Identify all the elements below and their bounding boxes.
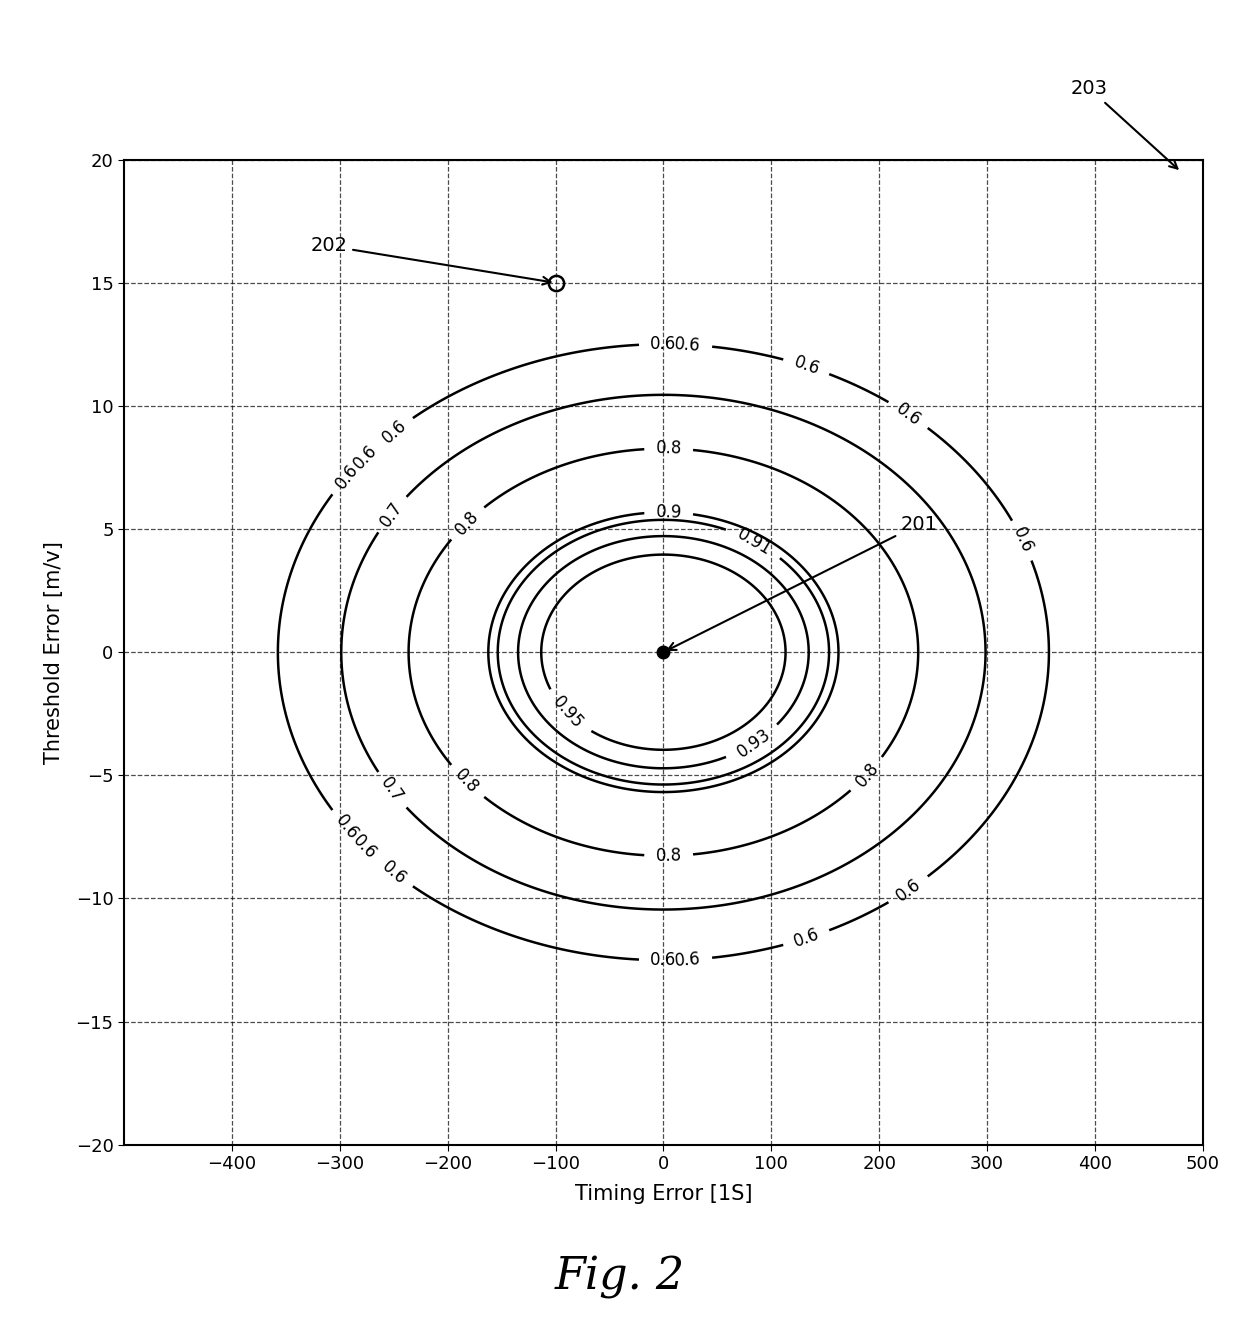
Text: 0.6: 0.6	[378, 417, 409, 447]
Text: 202: 202	[310, 237, 551, 285]
Text: 203: 203	[1071, 79, 1178, 169]
Text: 0.8: 0.8	[656, 847, 682, 865]
Text: 0.6: 0.6	[650, 952, 677, 969]
Text: 0.6: 0.6	[1009, 524, 1037, 556]
Text: 0.8: 0.8	[852, 759, 883, 791]
Text: 0.6: 0.6	[675, 335, 702, 355]
Text: 0.6: 0.6	[791, 353, 822, 379]
Text: 0.9: 0.9	[655, 503, 682, 522]
Text: 0.6: 0.6	[791, 925, 822, 952]
Text: 0.8: 0.8	[451, 765, 482, 797]
Text: 0.8: 0.8	[451, 507, 482, 539]
Text: 0.7: 0.7	[377, 775, 407, 807]
Text: 0.93: 0.93	[733, 725, 774, 761]
Text: 0.6: 0.6	[331, 812, 362, 844]
Text: 201: 201	[668, 515, 937, 650]
Text: 0.6: 0.6	[893, 399, 925, 430]
Text: 0.6: 0.6	[350, 832, 381, 862]
Text: 0.6: 0.6	[893, 874, 925, 905]
Y-axis label: Threshold Error [m/v]: Threshold Error [m/v]	[45, 540, 64, 764]
Text: 0.7: 0.7	[377, 498, 407, 530]
X-axis label: Timing Error [1S]: Timing Error [1S]	[574, 1185, 753, 1205]
Text: 0.6: 0.6	[650, 335, 677, 353]
Text: 0.6: 0.6	[331, 461, 362, 492]
Text: Fig. 2: Fig. 2	[554, 1256, 686, 1299]
Text: 0.91: 0.91	[734, 524, 775, 559]
Text: 0.6: 0.6	[350, 442, 381, 473]
Text: 0.6: 0.6	[378, 857, 409, 888]
Text: 0.95: 0.95	[548, 693, 587, 732]
Text: 0.8: 0.8	[656, 439, 682, 458]
Text: 0.6: 0.6	[675, 949, 702, 969]
